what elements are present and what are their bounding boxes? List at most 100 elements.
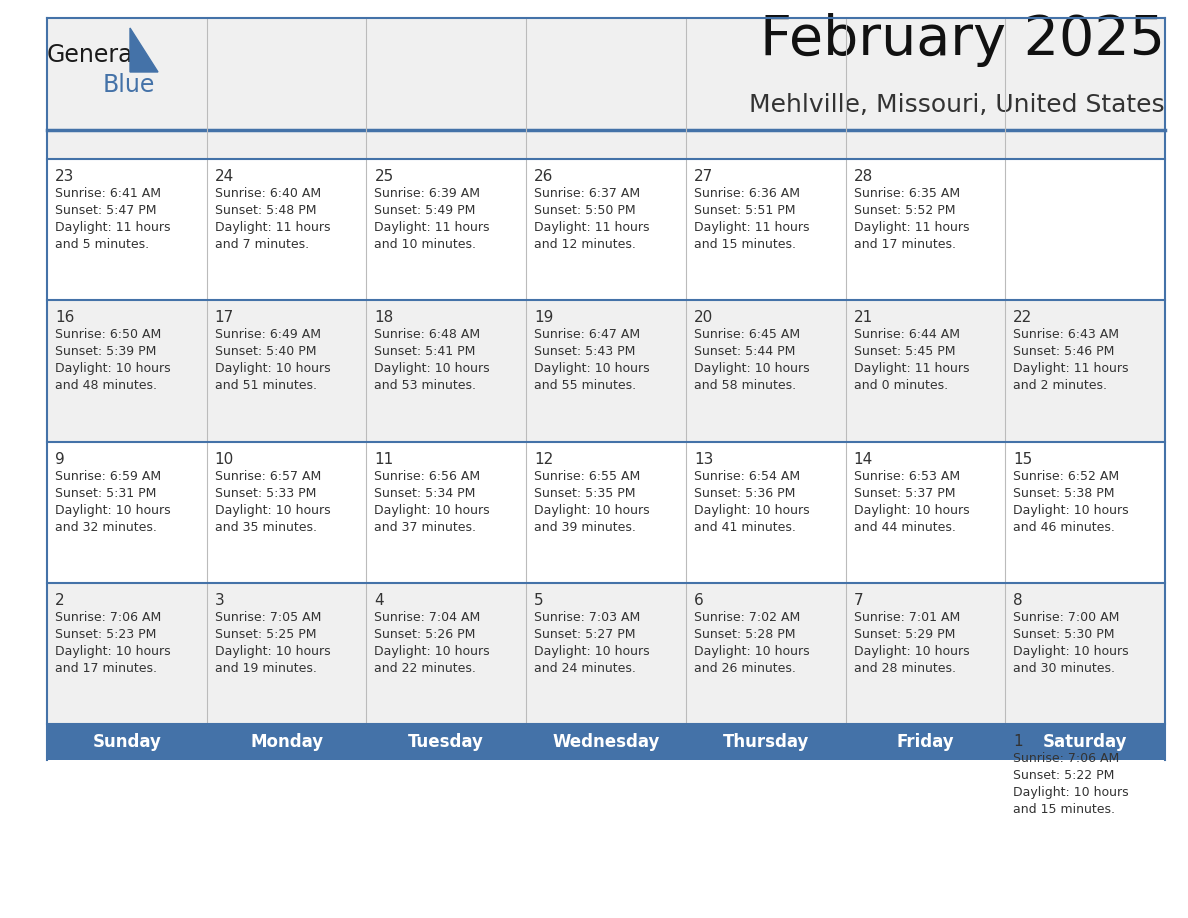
Text: Monday: Monday (249, 733, 323, 751)
Text: Sunset: 5:35 PM: Sunset: 5:35 PM (535, 487, 636, 499)
Bar (48, 724, 1165, 760)
Text: 9: 9 (55, 452, 65, 466)
Text: Daylight: 10 hours: Daylight: 10 hours (374, 504, 491, 517)
Text: Sunset: 5:43 PM: Sunset: 5:43 PM (535, 345, 636, 358)
Bar (48, 159, 1165, 300)
Text: Sunrise: 6:48 AM: Sunrise: 6:48 AM (374, 329, 481, 341)
Text: Daylight: 10 hours: Daylight: 10 hours (215, 363, 330, 375)
Text: and 22 minutes.: and 22 minutes. (374, 662, 476, 675)
Text: Sunrise: 6:37 AM: Sunrise: 6:37 AM (535, 187, 640, 200)
Text: and 39 minutes.: and 39 minutes. (535, 521, 636, 533)
Text: Sunrise: 7:06 AM: Sunrise: 7:06 AM (55, 610, 162, 624)
Text: Thursday: Thursday (722, 733, 809, 751)
Text: Daylight: 10 hours: Daylight: 10 hours (374, 363, 491, 375)
Text: Sunrise: 6:39 AM: Sunrise: 6:39 AM (374, 187, 480, 200)
Text: Mehlville, Missouri, United States: Mehlville, Missouri, United States (750, 93, 1165, 117)
Text: 12: 12 (535, 452, 554, 466)
Text: 1: 1 (1013, 734, 1023, 749)
Text: Friday: Friday (897, 733, 954, 751)
Text: Sunset: 5:46 PM: Sunset: 5:46 PM (1013, 345, 1114, 358)
Text: Sunset: 5:26 PM: Sunset: 5:26 PM (374, 628, 476, 641)
Text: Sunday: Sunday (93, 733, 162, 751)
Text: Sunrise: 6:57 AM: Sunrise: 6:57 AM (215, 470, 321, 483)
Text: Daylight: 10 hours: Daylight: 10 hours (535, 644, 650, 658)
Text: and 48 minutes.: and 48 minutes. (55, 379, 157, 392)
Text: Sunset: 5:23 PM: Sunset: 5:23 PM (55, 628, 157, 641)
Text: and 26 minutes.: and 26 minutes. (694, 662, 796, 675)
Bar (48, 300, 1165, 442)
Bar (48, 583, 1165, 724)
Text: Blue: Blue (103, 73, 156, 97)
Text: 4: 4 (374, 593, 384, 608)
Text: Daylight: 10 hours: Daylight: 10 hours (1013, 644, 1129, 658)
Text: Sunrise: 6:49 AM: Sunrise: 6:49 AM (215, 329, 321, 341)
Text: Sunrise: 6:35 AM: Sunrise: 6:35 AM (853, 187, 960, 200)
Text: 23: 23 (55, 169, 75, 185)
Text: 17: 17 (215, 310, 234, 325)
Text: February 2025: February 2025 (760, 13, 1165, 67)
Text: Sunrise: 6:56 AM: Sunrise: 6:56 AM (374, 470, 481, 483)
Text: Sunset: 5:29 PM: Sunset: 5:29 PM (853, 628, 955, 641)
Text: Daylight: 10 hours: Daylight: 10 hours (215, 504, 330, 517)
Text: and 28 minutes.: and 28 minutes. (853, 662, 955, 675)
Text: Daylight: 10 hours: Daylight: 10 hours (374, 644, 491, 658)
Text: Sunrise: 6:53 AM: Sunrise: 6:53 AM (853, 470, 960, 483)
Text: 18: 18 (374, 310, 393, 325)
Text: Sunrise: 6:44 AM: Sunrise: 6:44 AM (853, 329, 960, 341)
Text: 15: 15 (1013, 452, 1032, 466)
Text: 22: 22 (1013, 310, 1032, 325)
Text: and 2 minutes.: and 2 minutes. (1013, 379, 1107, 392)
Text: Sunset: 5:50 PM: Sunset: 5:50 PM (535, 204, 636, 218)
Text: 16: 16 (55, 310, 75, 325)
Text: Sunset: 5:40 PM: Sunset: 5:40 PM (215, 345, 316, 358)
Text: Sunrise: 6:52 AM: Sunrise: 6:52 AM (1013, 470, 1119, 483)
Text: Sunset: 5:28 PM: Sunset: 5:28 PM (694, 628, 795, 641)
Bar (48, 18, 1165, 159)
Text: and 10 minutes.: and 10 minutes. (374, 238, 476, 252)
Text: Sunrise: 6:54 AM: Sunrise: 6:54 AM (694, 470, 800, 483)
Text: 28: 28 (853, 169, 873, 185)
Text: Daylight: 11 hours: Daylight: 11 hours (853, 363, 969, 375)
Text: and 32 minutes.: and 32 minutes. (55, 521, 157, 533)
Text: Sunrise: 6:40 AM: Sunrise: 6:40 AM (215, 187, 321, 200)
Text: Daylight: 10 hours: Daylight: 10 hours (694, 644, 809, 658)
Text: Sunset: 5:36 PM: Sunset: 5:36 PM (694, 487, 795, 499)
Text: 20: 20 (694, 310, 713, 325)
Text: Sunset: 5:39 PM: Sunset: 5:39 PM (55, 345, 157, 358)
Text: Daylight: 11 hours: Daylight: 11 hours (215, 221, 330, 234)
Text: and 24 minutes.: and 24 minutes. (535, 662, 636, 675)
Text: Daylight: 11 hours: Daylight: 11 hours (1013, 363, 1129, 375)
Text: and 17 minutes.: and 17 minutes. (853, 238, 955, 252)
Text: 19: 19 (535, 310, 554, 325)
Text: Sunset: 5:45 PM: Sunset: 5:45 PM (853, 345, 955, 358)
Text: and 5 minutes.: and 5 minutes. (55, 238, 150, 252)
Text: 14: 14 (853, 452, 873, 466)
Text: Daylight: 10 hours: Daylight: 10 hours (694, 504, 809, 517)
Text: Sunset: 5:30 PM: Sunset: 5:30 PM (1013, 628, 1114, 641)
Text: Daylight: 10 hours: Daylight: 10 hours (853, 644, 969, 658)
Text: Daylight: 11 hours: Daylight: 11 hours (853, 221, 969, 234)
Text: Sunset: 5:27 PM: Sunset: 5:27 PM (535, 628, 636, 641)
Text: and 53 minutes.: and 53 minutes. (374, 379, 476, 392)
Text: and 15 minutes.: and 15 minutes. (1013, 803, 1116, 816)
Text: Sunset: 5:48 PM: Sunset: 5:48 PM (215, 204, 316, 218)
Text: and 44 minutes.: and 44 minutes. (853, 521, 955, 533)
Text: Sunrise: 6:43 AM: Sunrise: 6:43 AM (1013, 329, 1119, 341)
Text: and 30 minutes.: and 30 minutes. (1013, 662, 1116, 675)
Text: Daylight: 10 hours: Daylight: 10 hours (1013, 786, 1129, 799)
Text: Sunrise: 6:55 AM: Sunrise: 6:55 AM (535, 470, 640, 483)
Text: Daylight: 10 hours: Daylight: 10 hours (55, 363, 171, 375)
Text: 6: 6 (694, 593, 703, 608)
Text: 5: 5 (535, 593, 544, 608)
Text: Sunset: 5:33 PM: Sunset: 5:33 PM (215, 487, 316, 499)
Text: Saturday: Saturday (1043, 733, 1127, 751)
Text: 2: 2 (55, 593, 64, 608)
Text: Sunset: 5:44 PM: Sunset: 5:44 PM (694, 345, 795, 358)
Text: Sunset: 5:25 PM: Sunset: 5:25 PM (215, 628, 316, 641)
Text: Daylight: 10 hours: Daylight: 10 hours (55, 644, 171, 658)
Text: Sunrise: 6:36 AM: Sunrise: 6:36 AM (694, 187, 800, 200)
Text: and 51 minutes.: and 51 minutes. (215, 379, 317, 392)
Text: 21: 21 (853, 310, 873, 325)
Text: Sunrise: 7:02 AM: Sunrise: 7:02 AM (694, 610, 800, 624)
Text: Daylight: 10 hours: Daylight: 10 hours (215, 644, 330, 658)
